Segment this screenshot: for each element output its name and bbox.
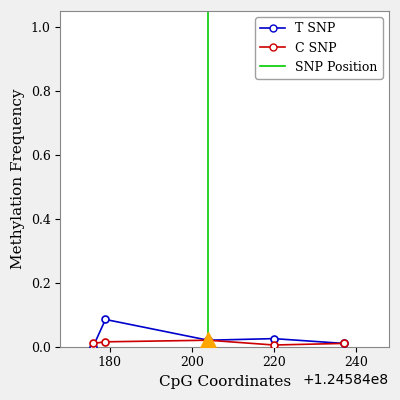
X-axis label: CpG Coordinates: CpG Coordinates — [158, 375, 291, 389]
Legend: T SNP, C SNP, SNP Position: T SNP, C SNP, SNP Position — [255, 17, 383, 79]
Y-axis label: Methylation Frequency: Methylation Frequency — [11, 89, 25, 269]
